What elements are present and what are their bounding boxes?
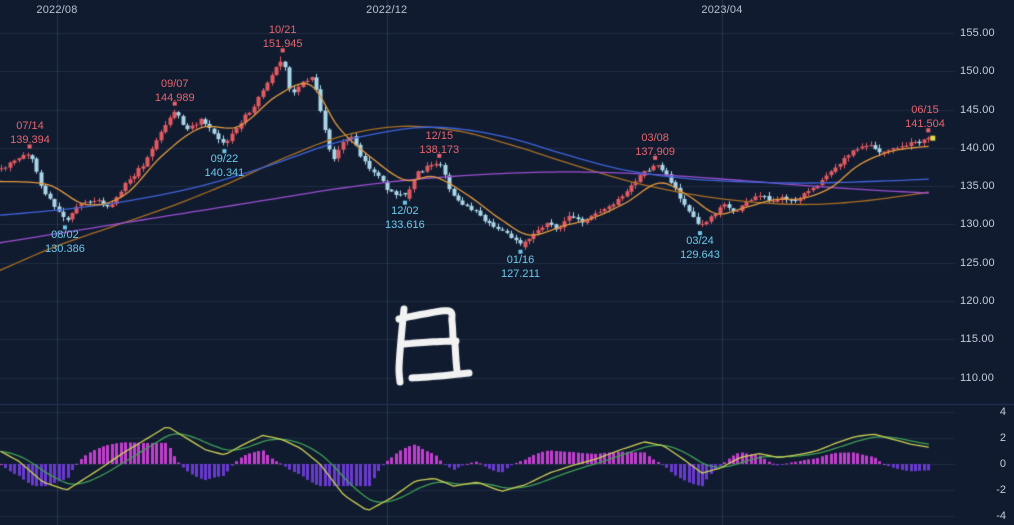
chart-window: 2022/08 2022/12 2023/04 155.00 150.00 145.00… [0,0,1014,525]
price-chart-canvas[interactable] [0,0,1014,525]
